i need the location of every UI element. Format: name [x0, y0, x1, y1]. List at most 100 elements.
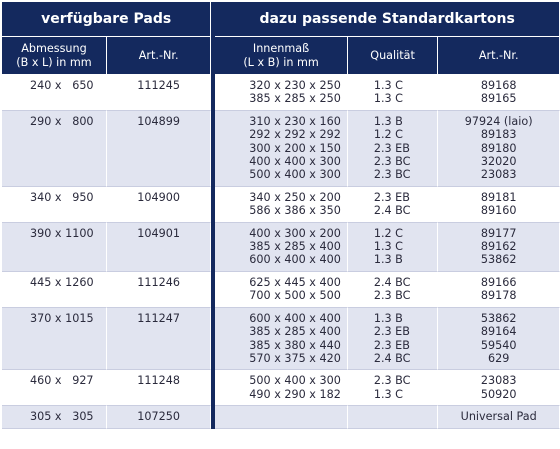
karton-qualitaet: 2.3 EB — [373, 338, 410, 352]
table-row: 370 x 1015 111247 600 x 400 x 400 385 x 285… — [2, 307, 560, 371]
pad-dimension: 290 x 800 — [30, 114, 94, 128]
pad-artnr-cell: 104900 — [106, 186, 212, 223]
group-header-row: verfügbare Pads dazu passende Standardka… — [2, 2, 560, 75]
karton-innenmass: 586 x 386 x 350 — [249, 204, 341, 218]
karton-artnr-cell: 89181 89160 — [438, 186, 560, 223]
pad-artnr: 111248 — [137, 374, 180, 388]
col-header-innenmass: Innenmaß (L x B) in mm — [215, 37, 348, 75]
karton-innenmass-cell: 625 x 445 x 400 700 x 500 x 500 — [215, 271, 348, 308]
karton-artnr: 89165 — [480, 92, 517, 106]
pad-dimension: 460 x 927 — [30, 374, 94, 388]
karton-innenmass-cell: 600 x 400 x 400 385 x 285 x 400 385 x 380 … — [215, 307, 348, 371]
pad-artnr-cell: 104899 — [106, 110, 212, 187]
karton-qualitaet-cell: 1.3 B 1.2 C 2.3 EB 2.3 BC 2.3 BC — [347, 110, 439, 187]
karton-qualitaet: 1.2 C — [373, 128, 403, 142]
pad-dimension: 390 x 1100 — [30, 226, 94, 240]
column-separator — [211, 110, 216, 187]
karton-innenmass: 310 x 230 x 160 — [249, 114, 341, 128]
karton-artnr: 53862 — [480, 311, 517, 325]
col-header-innenmass-line2: (L x B) in mm — [243, 55, 319, 69]
pad-artnr: 111246 — [137, 275, 180, 289]
pad-dimension: 305 x 305 — [30, 410, 94, 424]
table-row: 340 x 950 104900 340 x 250 x 200 586 x 386 … — [2, 186, 560, 223]
karton-artnr-cell: 23083 50920 — [438, 370, 560, 407]
karton-artnr: 629 — [488, 351, 510, 365]
karton-artnr: 89183 — [480, 128, 517, 142]
col-header-artnr-pads: Art.-Nr. — [106, 37, 212, 75]
karton-innenmass: 500 x 400 x 300 — [249, 168, 341, 182]
group-header-kartons: dazu passende Standardkartons — [215, 2, 560, 37]
karton-qualitaet-cell: 2.3 EB 2.4 BC — [347, 186, 439, 223]
karton-artnr: 89177 — [480, 226, 517, 240]
karton-qualitaet: 2.4 BC — [373, 204, 411, 218]
karton-qualitaet: 2.4 BC — [373, 351, 411, 365]
karton-artnr: 53862 — [480, 253, 517, 267]
karton-qualitaet: 2.3 EB — [373, 141, 410, 155]
col-header-innenmass-line1: Innenmaß — [252, 41, 310, 55]
table-row: 305 x 305 107250 Universal Pad — [2, 406, 560, 429]
karton-qualitaet-cell: 1.3 B 2.3 EB 2.3 EB 2.4 BC — [347, 307, 439, 371]
karton-qualitaet: 2.4 BC — [373, 275, 411, 289]
column-separator — [211, 307, 216, 371]
karton-innenmass-cell: 500 x 400 x 300 490 x 290 x 182 — [215, 370, 348, 407]
pad-artnr-cell: 104901 — [106, 222, 212, 272]
karton-qualitaet: 1.3 B — [373, 114, 403, 128]
pad-dimension-cell: 305 x 305 — [2, 406, 107, 429]
karton-innenmass: 385 x 380 x 440 — [249, 338, 341, 352]
karton-artnr: 89162 — [480, 240, 517, 254]
karton-qualitaet: 2.3 BC — [373, 289, 411, 303]
karton-innenmass: 385 x 285 x 400 — [249, 325, 341, 339]
table-row: 240 x 650 111245 320 x 230 x 250 385 x 285 … — [2, 75, 560, 111]
karton-qualitaet-cell: 1.3 C 1.3 C — [347, 75, 439, 111]
karton-innenmass: 500 x 400 x 300 — [249, 374, 341, 388]
karton-qualitaet: 1.3 C — [373, 79, 403, 92]
col-header-abmessung-line2: (B x L) in mm — [16, 55, 92, 69]
pad-artnr: 104900 — [137, 190, 180, 204]
karton-innenmass-cell — [215, 406, 348, 429]
column-separator — [211, 222, 216, 272]
karton-qualitaet: 2.3 BC — [373, 168, 411, 182]
karton-qualitaet: 1.3 C — [373, 387, 403, 401]
karton-artnr: 89164 — [480, 325, 517, 339]
pad-artnr: 104901 — [137, 226, 180, 240]
pad-dimension-cell: 390 x 1100 — [2, 222, 107, 272]
karton-innenmass: 385 x 285 x 250 — [249, 92, 341, 106]
karton-qualitaet: 2.3 BC — [373, 155, 411, 169]
karton-qualitaet: 2.3 EB — [373, 190, 410, 204]
col-header-abmessung-line1: Abmessung — [21, 41, 87, 55]
karton-artnr: 23083 — [480, 374, 517, 388]
karton-qualitaet: 1.3 C — [373, 240, 403, 254]
karton-innenmass-cell: 310 x 230 x 160 292 x 292 x 292 300 x 200 … — [215, 110, 348, 187]
column-separator — [211, 406, 216, 429]
karton-artnr: 59540 — [480, 338, 517, 352]
column-separator — [211, 75, 216, 111]
karton-qualitaet-cell: 1.2 C 1.3 C 1.3 B — [347, 222, 439, 272]
pad-artnr-cell: 107250 — [106, 406, 212, 429]
karton-artnr: 32020 — [480, 155, 517, 169]
karton-artnr: Universal Pad — [460, 410, 537, 424]
karton-qualitaet: 2.3 EB — [373, 325, 410, 339]
pad-artnr-cell: 111246 — [106, 271, 212, 308]
karton-innenmass: 400 x 400 x 300 — [249, 155, 341, 169]
karton-innenmass: 385 x 285 x 400 — [249, 240, 341, 254]
karton-innenmass: 490 x 290 x 182 — [249, 387, 341, 401]
table-row: 390 x 1100 104901 400 x 300 x 200 385 x 285… — [2, 222, 560, 272]
karton-innenmass: 570 x 375 x 420 — [249, 351, 341, 365]
table-row: 445 x 1260 111246 625 x 445 x 400 700 x 500… — [2, 271, 560, 308]
column-separator — [211, 271, 216, 308]
col-header-abmessung: Abmessung (B x L) in mm — [2, 37, 107, 75]
karton-innenmass-cell: 400 x 300 x 200 385 x 285 x 400 600 x 400 … — [215, 222, 348, 272]
pad-artnr-cell: 111247 — [106, 307, 212, 371]
karton-artnr-cell: 53862 89164 59540 629 — [438, 307, 560, 371]
karton-artnr-cell: 89168 89165 — [438, 75, 560, 111]
karton-artnr: 89181 — [480, 190, 517, 204]
karton-artnr: 89166 — [480, 275, 517, 289]
pad-artnr: 111245 — [137, 79, 180, 92]
pad-artnr-cell: 111245 — [106, 75, 212, 111]
karton-innenmass: 300 x 200 x 150 — [249, 141, 341, 155]
col-header-artnr-kartons: Art.-Nr. — [438, 37, 560, 75]
table-row: 290 x 800 104899 310 x 230 x 160 292 x 292 … — [2, 110, 560, 187]
column-separator — [211, 370, 216, 407]
karton-innenmass-cell: 320 x 230 x 250 385 x 285 x 250 — [215, 75, 348, 111]
